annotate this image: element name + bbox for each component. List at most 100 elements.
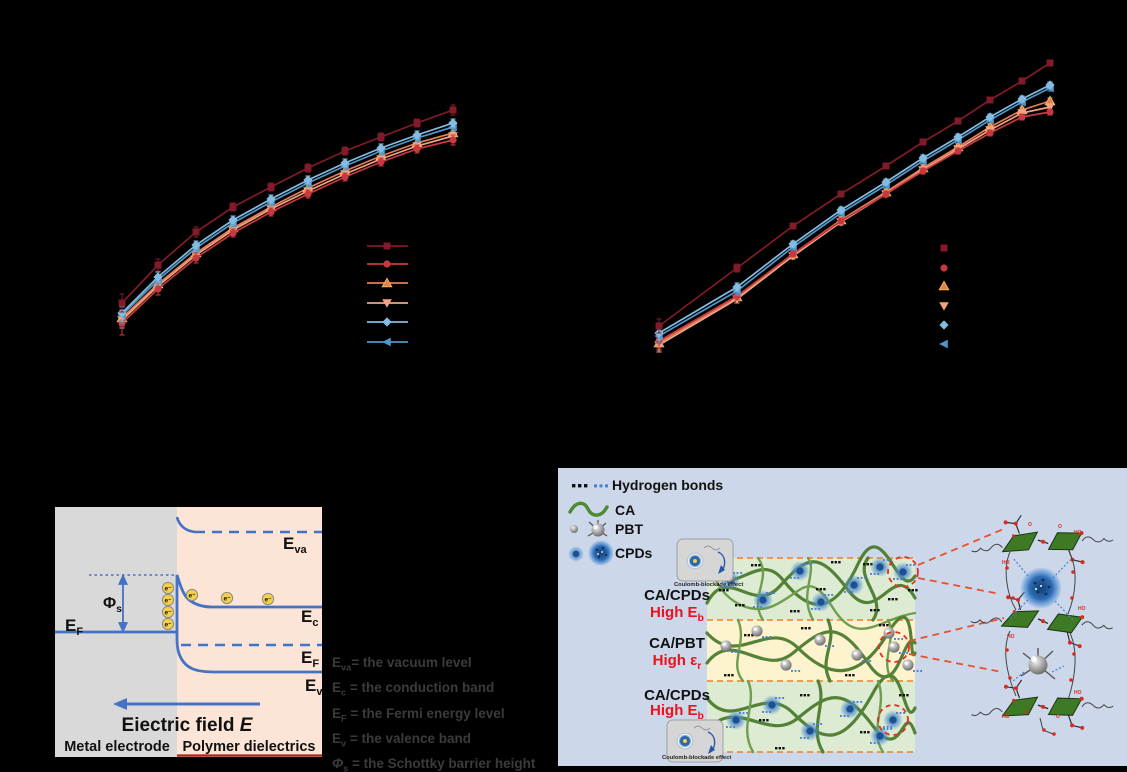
e-v-label: Ev xyxy=(305,676,323,698)
series-dark-red-square xyxy=(118,104,457,313)
series-marker xyxy=(1017,109,1027,118)
series-marker xyxy=(1018,113,1026,121)
pbt-sphere xyxy=(888,641,900,653)
definition-row: Φs = the Schottky barrier height xyxy=(332,756,536,772)
definition-row: Ev = the valence band xyxy=(332,730,472,749)
legend-pbt-label: PBT xyxy=(615,521,643,537)
coulomb-blockade-label: Coulomb-blockade effect xyxy=(662,755,732,761)
electron-icon xyxy=(161,617,175,631)
panel-c-band-diagram: Eva Φs EF Ec EF Ev xyxy=(55,507,323,757)
phi-s-label: Φs xyxy=(103,595,122,615)
electron-icon xyxy=(161,581,175,595)
series-marker xyxy=(449,106,457,114)
svg-text:e⁻: e⁻ xyxy=(164,621,172,628)
series-line xyxy=(121,132,454,319)
series-marker xyxy=(1046,59,1054,67)
series-marker xyxy=(953,132,963,142)
electric-field-label: Eiectric field E xyxy=(122,715,254,736)
legend-marker xyxy=(939,302,949,311)
ho-label: HO xyxy=(1078,606,1086,612)
series-marker xyxy=(733,264,741,272)
series-marker xyxy=(448,118,458,128)
series-marker xyxy=(413,145,421,153)
pbt-sphere xyxy=(720,640,732,652)
series-marker xyxy=(412,130,422,140)
svg-text:e⁻: e⁻ xyxy=(164,585,172,592)
layer-2-property: High εr xyxy=(652,652,702,672)
series-marker xyxy=(266,194,276,204)
series-marker xyxy=(882,162,890,170)
series-marker xyxy=(154,285,162,293)
series-marker xyxy=(986,96,994,104)
series-marker xyxy=(954,117,962,125)
pbt-sphere xyxy=(751,625,763,637)
legend-marker xyxy=(381,277,393,288)
series-marker xyxy=(836,205,846,215)
series-marker xyxy=(340,158,350,168)
molecular-structure xyxy=(968,508,1116,737)
series-marker xyxy=(304,190,312,198)
series-marker xyxy=(919,138,927,146)
vacuum-level-bend xyxy=(175,516,196,534)
series-marker xyxy=(985,112,995,122)
series-marker xyxy=(789,222,797,230)
panel-d-schematic: e⁻e⁻e⁻e⁻ xyxy=(558,468,1127,766)
legend-cpds-label: CPDs xyxy=(615,545,653,561)
series-line xyxy=(658,84,1051,334)
series-marker xyxy=(154,261,162,269)
coulomb-blockade-label: Coulomb-blockade effect xyxy=(674,582,744,588)
series-dark-red-square xyxy=(655,59,1054,334)
panel-a-chart xyxy=(116,104,459,347)
series-marker xyxy=(449,136,457,144)
series-marker xyxy=(377,133,385,141)
series-light-blue-diamond xyxy=(117,118,458,322)
ca-chain-icon xyxy=(568,501,609,517)
series-marker xyxy=(655,322,663,330)
series-marker xyxy=(229,203,237,211)
series-marker xyxy=(117,308,127,318)
definition-row: Eva= the vacuum level xyxy=(332,655,472,673)
layer-3-property: High Eb xyxy=(650,702,704,722)
oxygen-atoms xyxy=(1005,566,1076,736)
series-marker xyxy=(153,272,163,282)
metal-electrode-label: Metal electrode xyxy=(64,739,170,755)
electron-icon xyxy=(185,588,199,602)
electron-icon xyxy=(261,592,275,606)
valence-band-line xyxy=(175,632,322,674)
legend-marker xyxy=(940,244,948,252)
series-line xyxy=(658,87,1051,337)
series-marker xyxy=(918,153,928,163)
series-line xyxy=(121,122,454,314)
series-light-blue-diamond xyxy=(654,80,1055,341)
series-marker xyxy=(192,228,200,236)
e-va-label: Eva xyxy=(283,534,307,556)
series-red-circle xyxy=(655,108,1054,349)
series-line xyxy=(121,135,454,321)
coulomb-blockade-box xyxy=(666,719,724,763)
series-marker xyxy=(192,254,200,262)
panel-d-drawing: e⁻e⁻e⁻e⁻ xyxy=(558,468,1127,766)
series-marker xyxy=(303,175,313,185)
series-marker xyxy=(229,229,237,237)
chart-legend xyxy=(938,244,950,349)
series-marker xyxy=(788,239,798,249)
series-marker xyxy=(986,129,994,137)
series-marker xyxy=(837,190,845,198)
panel-b-chart xyxy=(653,59,1056,353)
ho-label: HO xyxy=(1074,530,1082,536)
series-marker xyxy=(413,119,421,127)
ho-label: HO xyxy=(1002,714,1010,720)
series-marker xyxy=(228,215,238,225)
o-label: O xyxy=(1024,710,1028,716)
legend-marker xyxy=(939,339,948,349)
hydrogen-bond-icon xyxy=(572,484,608,488)
polymer-dielectric-region xyxy=(177,507,322,757)
layer-3-name: CA/CPDs xyxy=(644,687,710,704)
o-label: O xyxy=(1056,714,1060,720)
pbt-sphere xyxy=(851,649,863,661)
series-salmon-triangle-down xyxy=(654,103,1055,353)
layer-1-name: CA/CPDs xyxy=(644,587,710,604)
series-marker xyxy=(267,183,275,191)
series-marker xyxy=(118,299,126,307)
e-f-polymer-label: EF xyxy=(301,648,319,670)
